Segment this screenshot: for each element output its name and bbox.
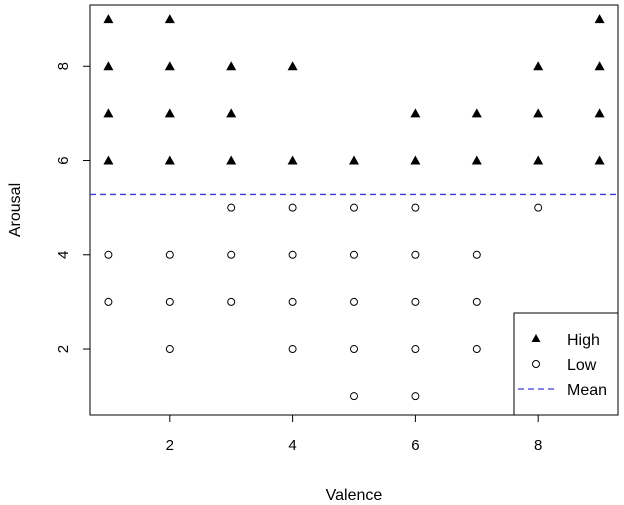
high-point (471, 155, 482, 165)
low-point (350, 392, 358, 401)
low-point (288, 345, 297, 354)
low-point (227, 297, 236, 306)
y-tick-label: 4 (55, 251, 72, 259)
data-points (103, 14, 605, 401)
low-point (350, 250, 358, 259)
low-point (165, 250, 174, 259)
x-tick-label: 8 (534, 437, 542, 454)
y-axis-title: Arousal (7, 183, 24, 237)
low-point (411, 297, 420, 306)
legend-low-circle-icon (532, 360, 540, 368)
high-point (164, 155, 175, 165)
high-point (594, 61, 605, 71)
low-point (472, 250, 481, 259)
high-point (164, 108, 175, 118)
high-point (594, 14, 605, 24)
y-tick-label: 2 (55, 345, 72, 353)
legend: High Low Mean (513, 312, 619, 416)
low-point (227, 250, 236, 259)
low-point (104, 297, 113, 306)
x-axis-title: Valence (326, 487, 383, 504)
high-point (164, 61, 175, 71)
high-point (594, 108, 605, 118)
legend-box (513, 312, 619, 416)
high-point (410, 108, 421, 118)
high-point (533, 108, 544, 118)
high-point (226, 108, 237, 118)
high-point (594, 155, 605, 165)
low-point (350, 297, 358, 306)
high-point (164, 14, 175, 24)
x-tick-label: 4 (288, 437, 296, 454)
x-tick-label: 2 (166, 437, 174, 454)
high-point (103, 61, 114, 71)
legend-high-label: High (567, 332, 600, 349)
low-point (104, 250, 113, 259)
legend-mean-label: Mean (567, 382, 607, 399)
plot-frame (89, 4, 619, 416)
high-point (287, 61, 298, 71)
high-point (349, 155, 359, 165)
low-point (288, 297, 297, 306)
high-point (533, 61, 544, 71)
high-point (287, 155, 298, 165)
high-point (226, 155, 237, 165)
x-axis: 2 4 6 8 (166, 415, 542, 454)
high-point (471, 108, 482, 118)
low-point (165, 345, 174, 354)
high-point (103, 155, 114, 165)
low-point (227, 203, 236, 212)
low-point (350, 345, 358, 354)
legend-low-label: Low (567, 357, 597, 374)
x-tick-label: 6 (411, 437, 419, 454)
y-tick-label: 6 (55, 156, 72, 164)
low-point (165, 297, 174, 306)
low-point (350, 203, 358, 212)
high-point (103, 14, 114, 24)
high-point (103, 108, 114, 118)
y-tick-label: 8 (55, 62, 72, 70)
low-point (288, 250, 297, 259)
low-point (472, 297, 481, 306)
low-point (534, 203, 543, 212)
y-axis: 2 4 6 8 (55, 62, 90, 353)
low-point (411, 203, 420, 212)
low-point (411, 392, 420, 401)
high-point (410, 155, 421, 165)
low-point (288, 203, 297, 212)
high-point (533, 155, 544, 165)
legend-high-triangle-icon (531, 334, 541, 342)
low-point (411, 250, 420, 259)
high-point (226, 61, 237, 71)
low-point (472, 345, 481, 354)
low-point (411, 345, 420, 354)
